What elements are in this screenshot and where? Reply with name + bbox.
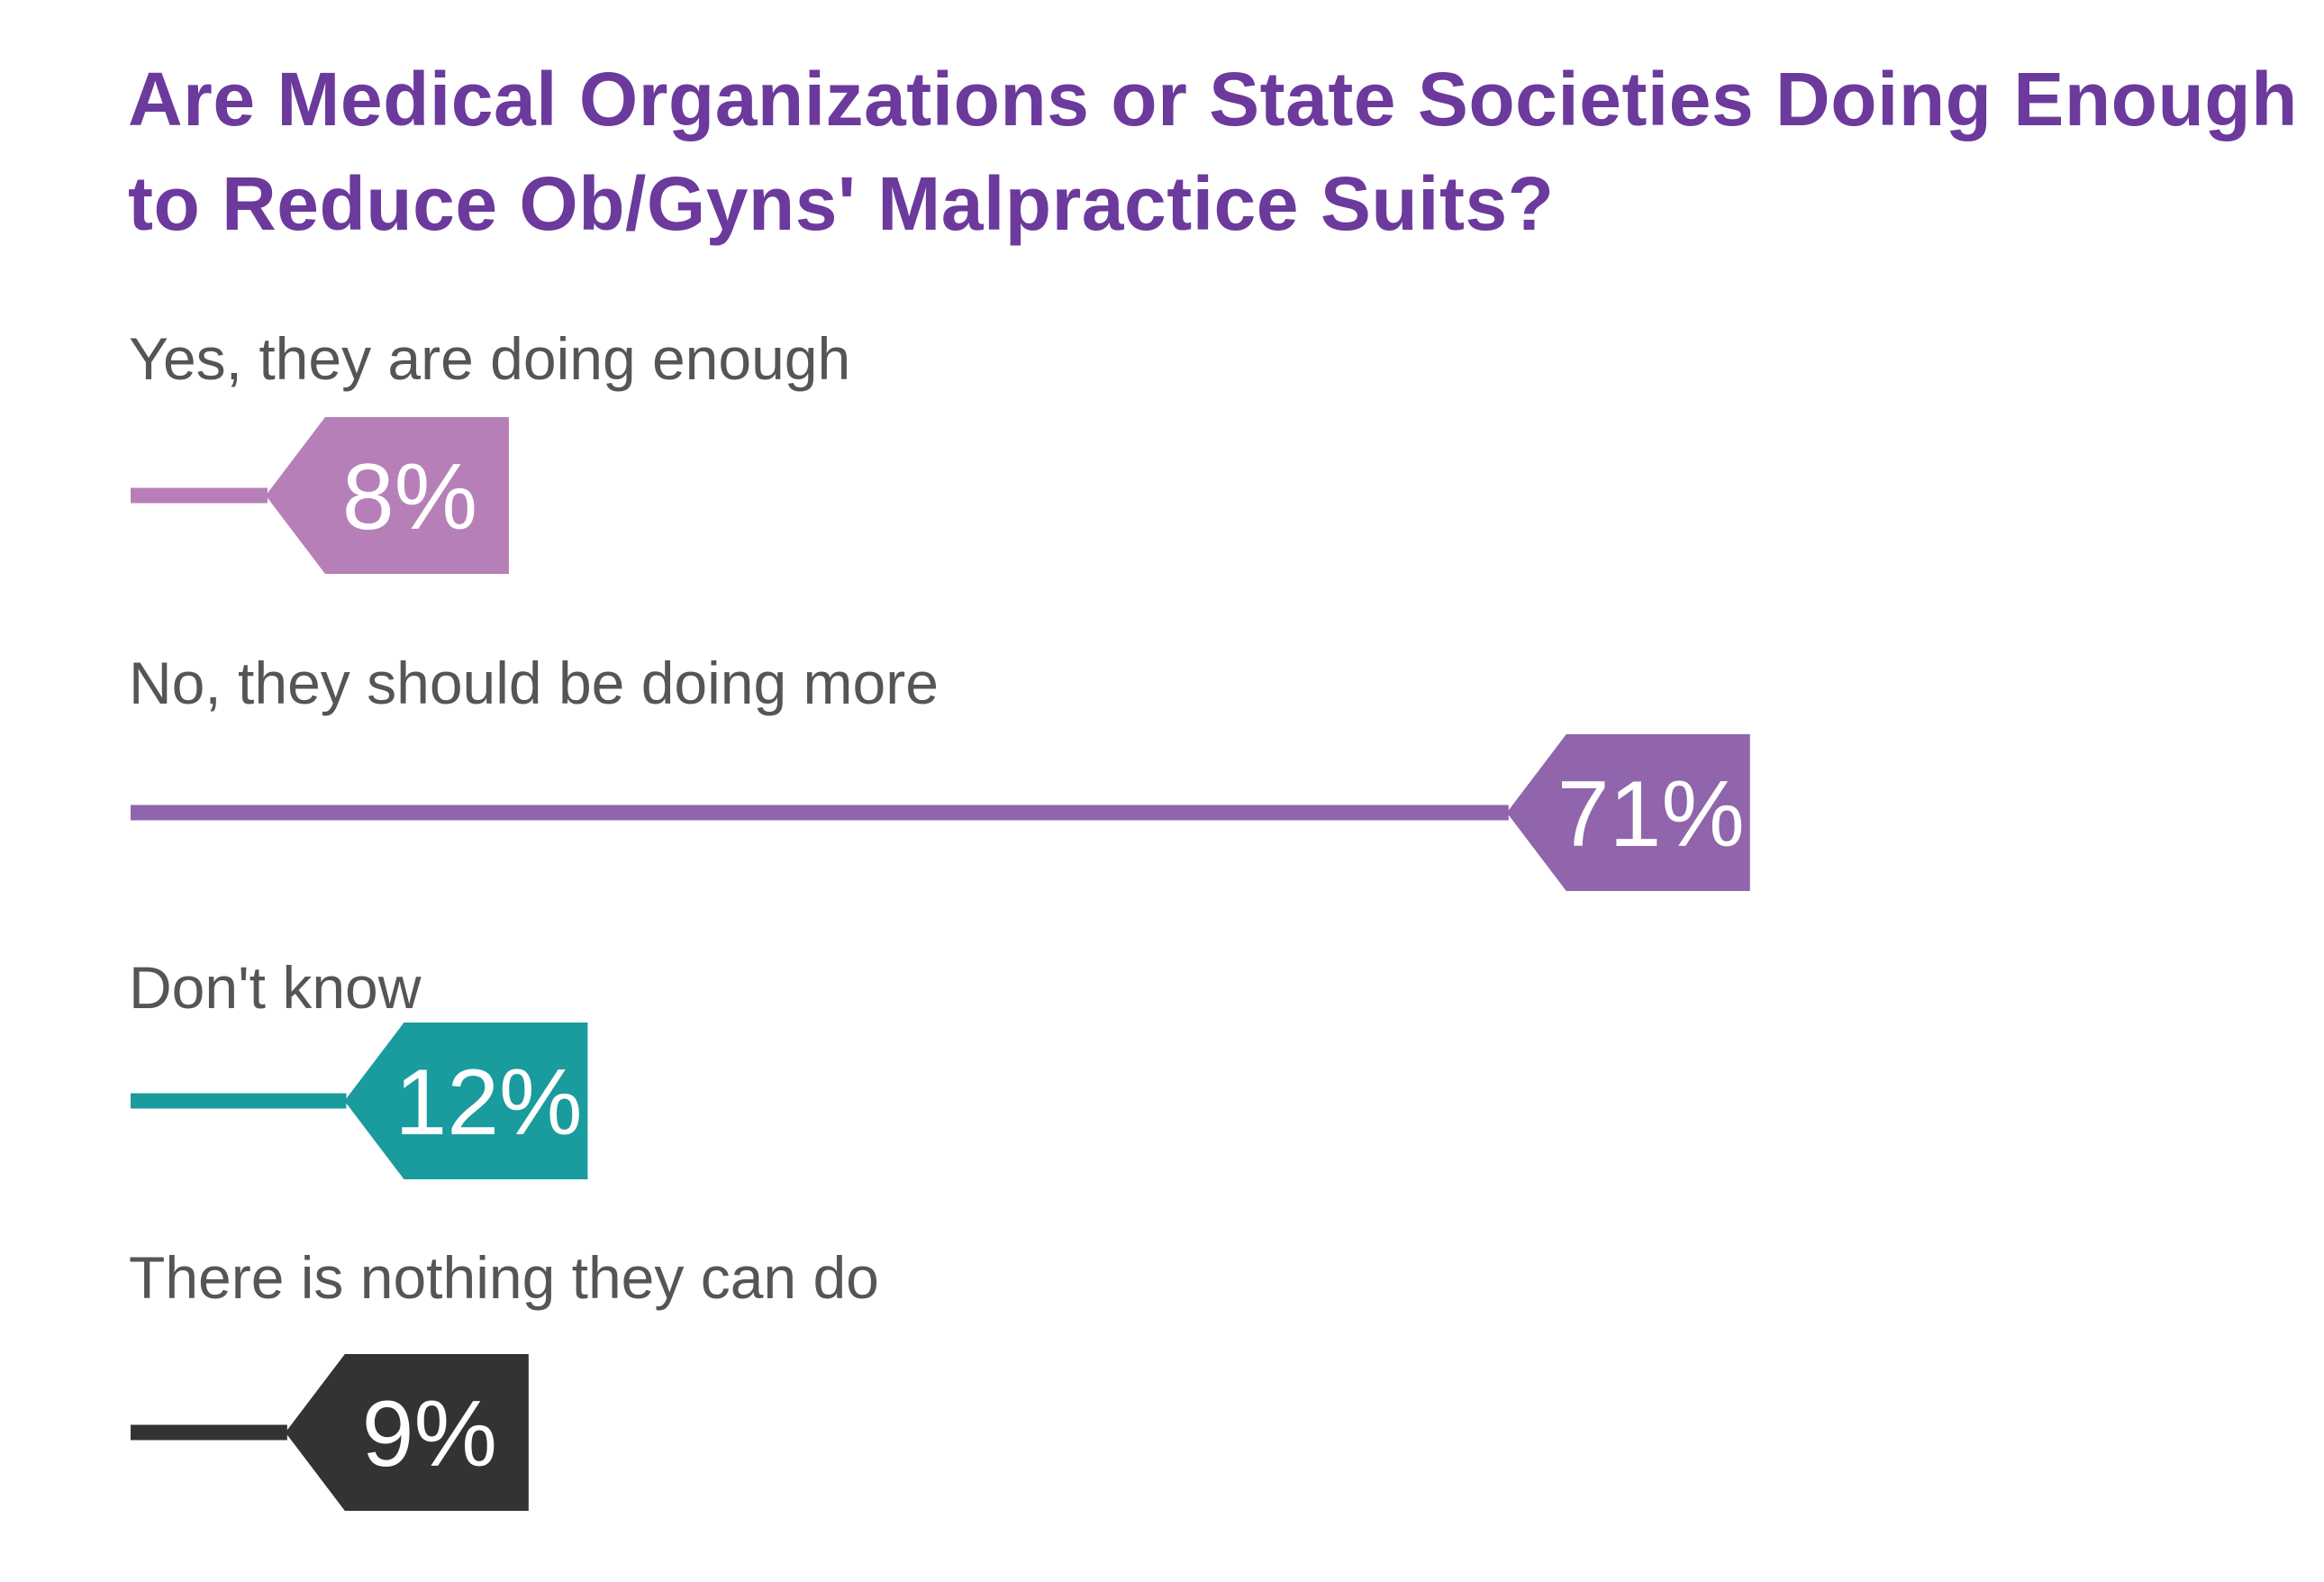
value-label: 71% — [1557, 762, 1745, 867]
bar-line — [131, 1424, 287, 1441]
bar-line — [131, 1093, 347, 1109]
category-label: Yes, they are doing enough — [129, 325, 850, 392]
category-label: Don't know — [129, 954, 422, 1021]
bar-line — [131, 487, 268, 504]
bar-line — [131, 805, 1509, 821]
bar-row: Don't know 12% — [129, 954, 588, 1179]
value-label: 12% — [395, 1050, 582, 1155]
bar-tag — [265, 417, 509, 574]
value-label: 8% — [342, 445, 477, 550]
bar-row: There is nothing they can do 9% — [129, 1244, 879, 1511]
category-label: No, they should be doing more — [129, 650, 939, 716]
bar-tag — [344, 1023, 588, 1179]
chart-title: Are Medical Organizations or State Socie… — [128, 57, 2298, 246]
bar-row: No, they should be doing more 71% — [129, 650, 1750, 891]
bar-tag — [1506, 734, 1750, 891]
category-label: There is nothing they can do — [129, 1244, 879, 1311]
bar-row: Yes, they are doing enough 8% — [129, 325, 850, 574]
value-label: 9% — [362, 1382, 497, 1487]
bar-tag — [285, 1354, 529, 1511]
